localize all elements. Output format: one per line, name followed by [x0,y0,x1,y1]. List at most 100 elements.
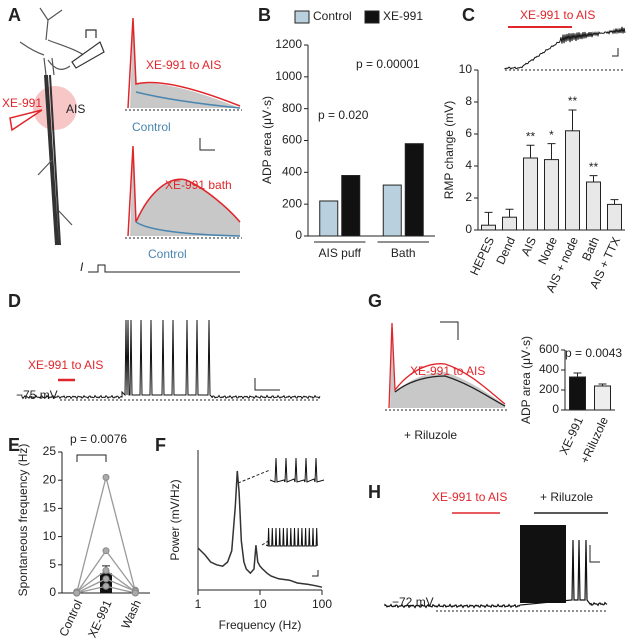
y-tick-label: 1200 [275,37,302,51]
x-tick-label: Wash [118,598,143,631]
trace [265,527,318,547]
x-tick-label: Bath [391,246,416,260]
significance: ** [526,129,536,143]
bar [404,143,424,237]
y-tick-label: 400 [539,362,559,376]
annotation: p = 0.0076 [70,432,127,446]
panel-letter: E [8,435,20,455]
burst [520,525,566,603]
y-axis-label: RMP change (mV) [442,101,456,199]
y-tick-label: 200 [539,382,559,396]
bar [382,184,402,237]
scale-bar [589,545,600,563]
x-tick-label: 10 [253,597,267,611]
significance: * [549,128,554,142]
bar [565,130,580,231]
y-tick-label: 600 [282,133,302,147]
trace [384,539,608,609]
legend-swatch [364,10,380,24]
panel-letter: C [462,5,475,25]
annotation: p = 0.00001 [356,57,420,71]
panel-letter: F [155,435,166,455]
y-tick-label: 0 [295,228,302,242]
label: I [80,260,84,274]
cell-point [102,547,110,555]
trace [269,457,325,483]
x-tick-label: 1 [195,597,202,611]
panel-letter: B [258,5,271,25]
x-tick-label: XE-991 [85,597,115,639]
x-axis-label: Frequency (Hz) [219,618,302,632]
cell-point [102,582,110,590]
pointer [237,469,271,484]
scale-bar [312,570,319,577]
y-tick-label: 0 [552,402,559,416]
y-tick-label: 1000 [275,69,302,83]
y-tick-label: 20 [43,472,57,486]
legend-label: Control [313,9,352,23]
bar [341,175,361,237]
y-tick-label: 200 [282,196,302,210]
annotation: p = 0.0043 [565,346,622,360]
label: XE-991 to AIS [146,58,221,72]
y-tick-label: 6 [465,126,472,140]
y-tick-label: 0 [49,585,56,599]
label: + Riluzole [540,490,593,504]
y-tick-label: 10 [459,62,473,76]
panel-letter: A [8,5,21,25]
significance: ** [589,160,599,174]
bar [594,385,611,411]
error-bar [568,109,577,131]
bar [523,157,538,231]
label: XE-991 bath [165,178,232,192]
cell-point [131,589,139,597]
y-axis-label: Spontaneous frequency (Hz) [16,444,30,597]
panel-letter: H [368,482,381,502]
y-tick-label: 800 [282,101,302,115]
bar [586,181,601,231]
error-bar [573,372,582,377]
label: Control [132,120,171,134]
y-tick-label: 15 [43,501,57,515]
label: XE-991 to AIS [410,364,485,378]
y-axis-label: Power (mV/Hz) [168,479,182,560]
title: XE-991 to AIS [520,8,595,22]
annotation: p = 0.020 [318,108,369,122]
error-bar [547,143,556,160]
cell-point [102,575,110,583]
x-tick-label: HEPES [467,235,497,278]
bar [481,224,496,231]
error-bar [589,175,598,182]
x-tick-label: AIS puff [319,246,362,260]
y-tick-label: 0 [465,222,472,236]
error-bar [505,208,514,218]
y-tick-label: 600 [539,342,559,356]
significance: ** [568,94,578,108]
y-tick-label: 10 [43,529,57,543]
y-axis-label: ADP area (μV·s) [260,96,274,184]
y-tick-label: 400 [282,165,302,179]
scale-bar [612,48,619,57]
bracket [76,454,107,462]
bar [569,376,586,411]
spectrum [197,470,323,588]
cell-point [102,473,110,481]
x-tick-label: Dend [493,235,518,267]
panel-letter: D [8,291,21,311]
neuron-diagram [9,7,105,246]
y-tick-label: 25 [43,444,57,458]
y-tick-label: 4 [465,158,472,172]
label: + Riluzole [404,428,457,442]
error-bar [484,211,493,226]
label: XE-991 to AIS [432,490,507,504]
legend-label: XE-991 [383,9,423,23]
scale-bar [254,378,280,391]
error-bar [526,144,535,158]
y-tick-label: 8 [465,94,472,108]
bar [607,203,622,231]
cell-point [102,566,110,574]
error-bar [610,199,619,205]
x-tick-label: 100 [312,597,332,611]
bar [502,216,517,231]
